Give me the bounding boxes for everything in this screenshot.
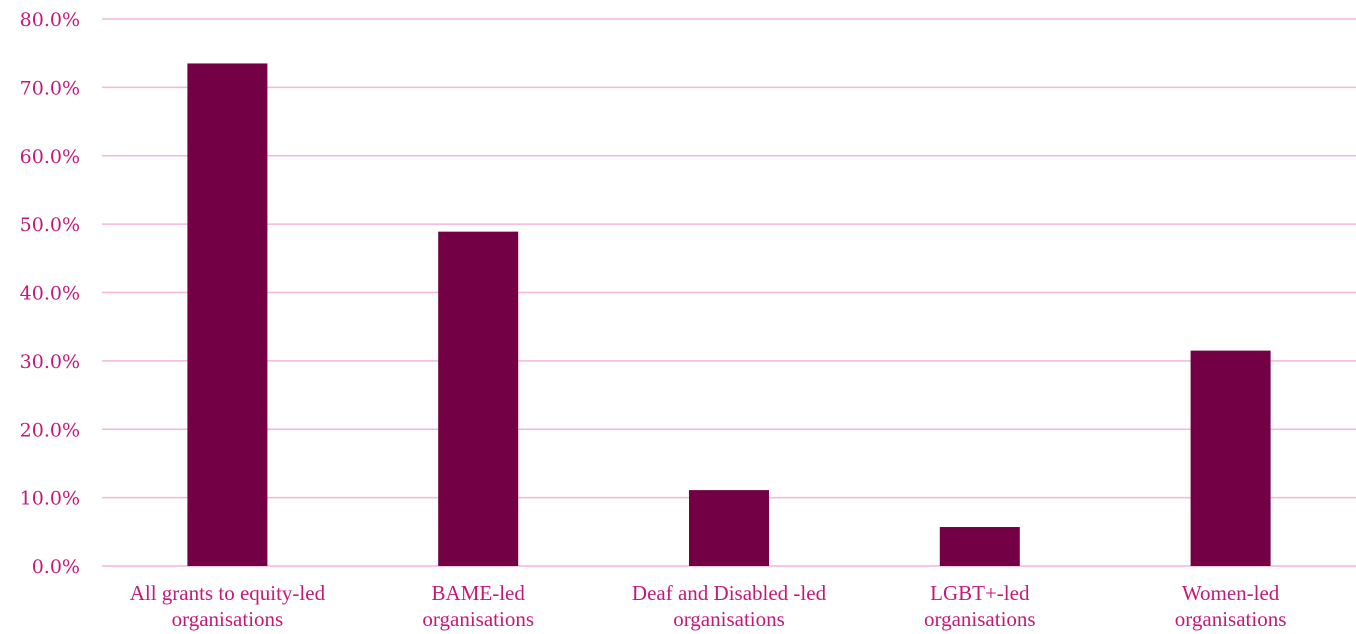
y-tick-label: 40.0%	[20, 283, 80, 305]
y-tick-label: 0.0%	[32, 556, 80, 578]
x-tick-label: Women-led organisations	[1175, 581, 1287, 631]
bar	[1190, 350, 1271, 566]
y-tick-label: 70.0%	[20, 77, 80, 99]
bar	[939, 527, 1020, 566]
y-tick-label: 30.0%	[20, 351, 80, 373]
x-tick-label: Deaf and Disabled -led organisations	[632, 581, 827, 631]
bar	[438, 231, 519, 567]
y-tick-label: 10.0%	[20, 488, 80, 510]
y-tick-label: 50.0%	[20, 214, 80, 236]
y-tick-label: 80.0%	[20, 9, 80, 31]
x-tick-label: LGBT+-led organisations	[924, 581, 1036, 631]
bars	[187, 63, 1271, 567]
x-axis-ticks: All grants to equity-led organisations BAM…	[130, 581, 1287, 631]
y-axis-ticks: 0.0% 10.0% 20.0% 30.0% 40.0% 50.0% 60.0% 70.0% 8…	[20, 9, 80, 578]
y-tick-label: 20.0%	[20, 419, 80, 441]
bar	[187, 63, 268, 566]
y-tick-label: 60.0%	[20, 146, 80, 168]
gridlines	[102, 18, 1356, 567]
x-tick-label: All grants to equity-led organisations	[130, 581, 326, 631]
x-tick-label: BAME-led organisations	[422, 581, 534, 631]
bar	[689, 490, 769, 566]
